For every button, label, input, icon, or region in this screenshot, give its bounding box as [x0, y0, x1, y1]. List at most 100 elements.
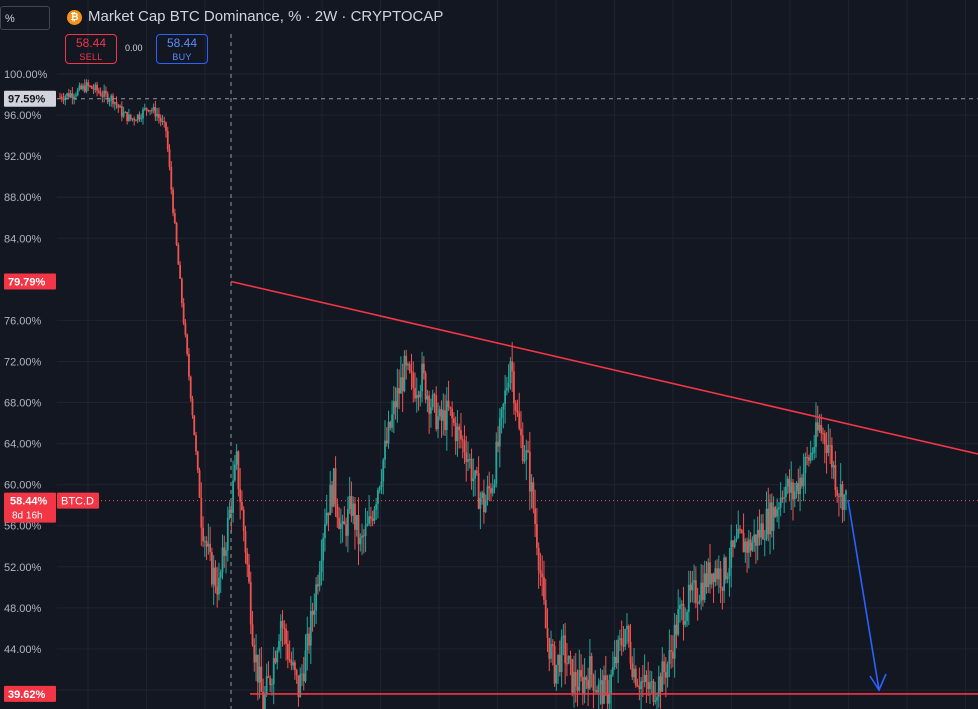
candle-body [256, 654, 259, 683]
candle-body [739, 528, 741, 531]
candle-body [389, 421, 392, 428]
candle-body [311, 610, 314, 615]
candle-body [424, 373, 427, 400]
candle-body [811, 452, 814, 454]
candle-body [136, 114, 139, 121]
candle-body [401, 377, 404, 392]
candle-body [193, 415, 196, 436]
candle-body [518, 412, 521, 429]
candle-body [166, 131, 169, 150]
candle-body [449, 406, 452, 409]
candle-body [318, 572, 321, 587]
candle-body [797, 482, 800, 495]
candle-body [521, 435, 524, 462]
candle-body [387, 421, 390, 444]
candle-body [513, 371, 515, 404]
candle-body [747, 539, 750, 553]
sell-button[interactable]: 58.44 SELL [65, 34, 117, 64]
candle-body [440, 409, 443, 421]
candle-body [456, 426, 459, 442]
candle-body [756, 529, 759, 546]
candle-body [820, 424, 823, 434]
candle-body [608, 693, 611, 704]
series-tag-label: BTC.D [61, 496, 94, 508]
candle-body [776, 509, 779, 517]
candle-body [309, 610, 312, 646]
candle-body [627, 625, 630, 642]
candle-body [301, 673, 303, 675]
candle-body [666, 663, 669, 678]
candle-body [451, 408, 454, 419]
candle-body [733, 539, 736, 548]
candle-body [760, 523, 763, 538]
candle-body [458, 426, 461, 431]
candle-body [438, 409, 441, 417]
candle-body [829, 445, 832, 447]
candle-body [498, 418, 501, 447]
candle-body [417, 395, 420, 398]
y-tick-label: 60.00% [4, 480, 42, 492]
candle-body [845, 490, 847, 495]
candle-body [331, 484, 333, 507]
candle-body [564, 635, 567, 664]
candle-body [645, 675, 648, 682]
candle-body [654, 700, 657, 702]
chart-drawings[interactable]: BTC.D [57, 34, 978, 709]
candle-body [414, 388, 416, 399]
candle-body [539, 570, 542, 574]
candle-body [827, 445, 830, 454]
candle-body [634, 668, 637, 686]
candle-body [551, 644, 554, 647]
candle-body [571, 659, 574, 693]
candle-body [302, 673, 305, 682]
candle-body [721, 587, 724, 591]
candle-body [62, 98, 65, 101]
candle-body [412, 372, 415, 389]
candle-body [377, 489, 379, 504]
candle-body [587, 680, 590, 689]
candle-body [258, 666, 261, 683]
y-tick-label: 68.00% [4, 398, 42, 410]
candle-body [292, 662, 295, 666]
candle-body [537, 547, 540, 571]
candle-body [493, 483, 496, 488]
candle-body [742, 532, 745, 553]
candle-body [295, 670, 298, 676]
candle-body [573, 671, 575, 693]
candle-body [124, 112, 127, 114]
candle-body [173, 213, 176, 223]
last-price-label: 58.44% [10, 496, 48, 508]
candle-body [707, 562, 710, 588]
candle-body [500, 409, 503, 419]
candle-body [832, 464, 835, 468]
candle-body [574, 671, 577, 687]
candle-body [592, 674, 595, 691]
buy-price: 58.44 [166, 36, 198, 50]
candle-body [149, 110, 151, 112]
candle-body [163, 120, 166, 123]
candle-body [415, 395, 418, 399]
candle-body [59, 96, 61, 98]
candle-body [461, 439, 464, 441]
candle-body [242, 509, 245, 532]
candle-body [652, 681, 655, 702]
candle-body [408, 364, 411, 372]
candle-body [777, 507, 780, 510]
candle-body [626, 625, 628, 629]
chart-header: % ₿ Market Cap BTC Dominance, % · 2W · C… [0, 0, 978, 34]
candle-body [481, 492, 484, 498]
trendline-price-label-bg [4, 273, 56, 290]
candle-body [611, 667, 614, 675]
candle-body [578, 670, 581, 691]
buy-button[interactable]: 58.44 BUY [156, 34, 208, 64]
candle-body [774, 507, 777, 517]
candle-body [281, 621, 284, 628]
candle-body [385, 440, 388, 444]
candle-body [421, 363, 423, 392]
candle-body [520, 428, 522, 436]
candle-body [392, 401, 395, 415]
candle-body [140, 118, 143, 120]
symbol-search-input[interactable]: % [0, 6, 50, 30]
candle-body [788, 478, 791, 493]
